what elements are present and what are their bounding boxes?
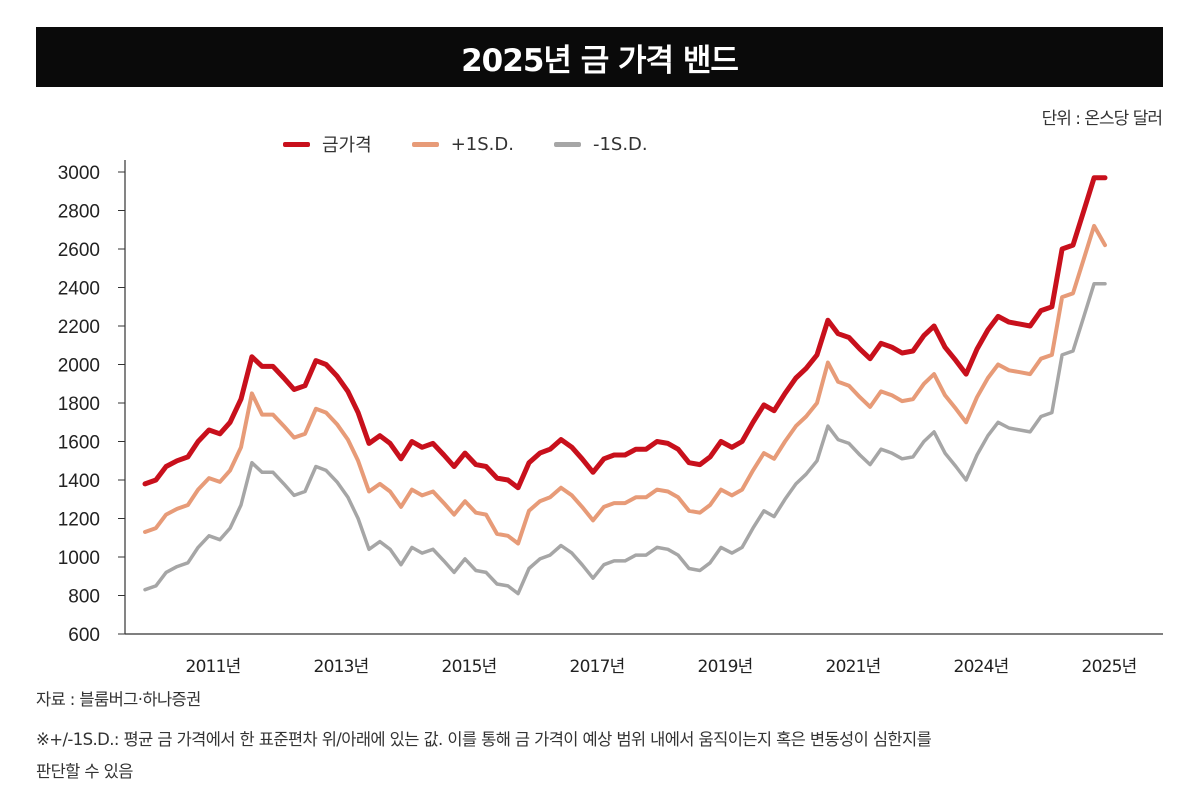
y-tick-label: 1600 (58, 433, 100, 454)
legend-swatch-minus-sd (553, 141, 581, 147)
y-tick-label: 2200 (58, 317, 100, 338)
legend-swatch-plus-sd (411, 141, 439, 147)
legend-item-minus-sd: -1S.D. (553, 133, 648, 155)
y-tick-label: 1800 (58, 394, 100, 415)
y-tick-label: 3000 (58, 163, 100, 184)
y-tick-label: 1400 (58, 471, 100, 492)
series-line-minus-sd (143, 281, 1107, 596)
legend-item-plus-sd: +1S.D. (411, 133, 514, 155)
title-bar: 2025년 금 가격 밴드 (36, 27, 1163, 87)
legend-label-plus-sd: +1S.D. (450, 133, 514, 155)
x-tick-label: 2011년 (186, 657, 241, 677)
y-tick-label: 600 (68, 625, 100, 646)
y-tick-label: 1000 (58, 548, 100, 569)
footnote-line-2: 판단할 수 있음 (36, 762, 133, 781)
x-tick-label: 2015년 (442, 657, 497, 677)
x-tick-label: 2017년 (570, 657, 625, 677)
series-line-plus-sd (143, 223, 1107, 546)
legend-item-gold: 금가격 (283, 131, 372, 157)
y-tick-label: 2800 (58, 202, 100, 223)
legend-swatch-gold (283, 141, 310, 147)
footnote-line-1: ※+/-1S.D.: 평균 금 가격에서 한 표준편차 위/아래에 있는 값. … (36, 730, 932, 749)
x-tick-label: 2025년 (1082, 657, 1137, 677)
x-tick-label: 2021년 (826, 657, 881, 677)
y-tick-label: 2000 (58, 356, 100, 377)
legend-label-gold: 금가격 (322, 135, 372, 156)
y-tick-label: 2600 (58, 240, 100, 261)
legend: 금가격 +1S.D. -1S.D. (283, 131, 688, 157)
y-tick-label: 800 (68, 587, 100, 608)
series-line-gold (142, 175, 1108, 491)
y-tick-label: 2400 (58, 279, 100, 300)
legend-label-minus-sd: -1S.D. (592, 133, 648, 155)
page-title: 2025년 금 가격 밴드 (461, 42, 739, 79)
source-note: 자료 : 블룸버그·하나증권 (36, 690, 201, 709)
x-tick-label: 2024년 (954, 657, 1009, 677)
x-tick-label: 2013년 (314, 657, 369, 677)
unit-label: 단위 : 온스당 달러 (1041, 109, 1163, 129)
x-tick-label: 2019년 (698, 657, 753, 677)
y-tick-label: 1200 (58, 510, 100, 531)
